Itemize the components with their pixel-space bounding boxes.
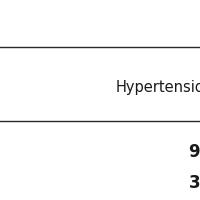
Text: 3: 3 bbox=[188, 174, 200, 192]
Text: Hypertension: Hypertension bbox=[116, 80, 200, 95]
Text: 9: 9 bbox=[188, 143, 200, 161]
